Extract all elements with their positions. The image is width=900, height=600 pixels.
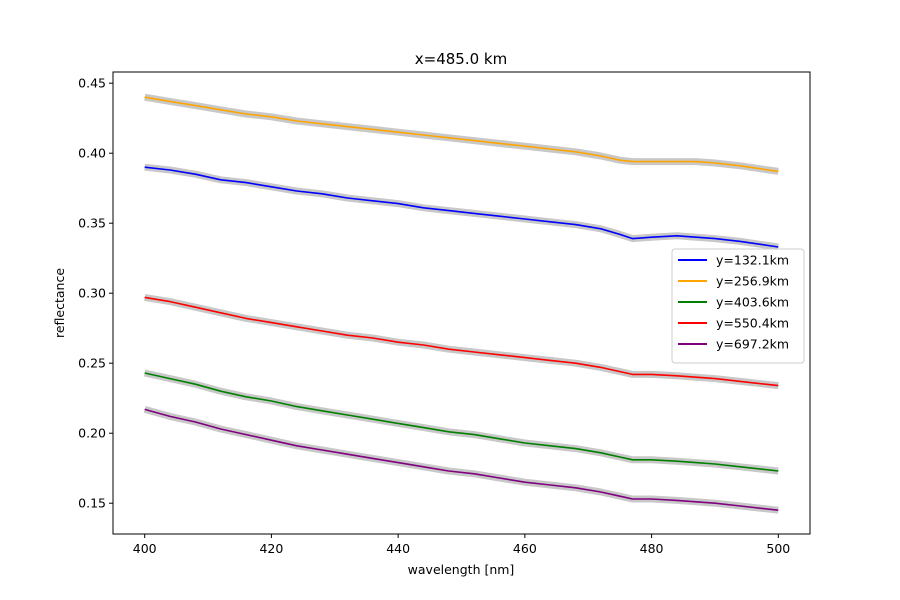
series-line-0 — [144, 166, 779, 248]
series-line-1 — [144, 96, 779, 173]
legend-label-2: y=403.6km — [716, 295, 789, 310]
x-tick-label: 440 — [386, 541, 410, 556]
x-tick-label: 400 — [133, 541, 157, 556]
y-axis-label: reflectance — [52, 268, 67, 338]
y-tick-label: 0.20 — [78, 426, 106, 441]
y-tick-label: 0.40 — [78, 146, 106, 161]
chart-title: x=485.0 km — [415, 50, 507, 68]
x-axis-ticks: 400 420 440 460 480 500 — [133, 534, 790, 556]
series-lines — [144, 96, 779, 511]
legend-label-4: y=697.2km — [716, 337, 789, 352]
series-line-2 — [144, 372, 779, 472]
legend: y=132.1km y=256.9km y=403.6km y=550.4km y=69… — [671, 248, 805, 364]
y-tick-label: 0.15 — [78, 496, 106, 511]
x-tick-label: 480 — [640, 541, 664, 556]
legend-label-3: y=550.4km — [716, 316, 789, 331]
legend-label-1: y=256.9km — [716, 274, 789, 289]
legend-box — [671, 248, 805, 364]
x-tick-label: 420 — [259, 541, 283, 556]
plot-area-frame — [112, 71, 811, 535]
x-tick-label: 500 — [766, 541, 790, 556]
y-tick-label: 0.30 — [78, 286, 106, 301]
y-tick-label: 0.35 — [78, 216, 106, 231]
y-axis-ticks: 0.15 0.20 0.25 0.30 0.35 0.40 0.45 — [78, 76, 113, 511]
x-tick-label: 460 — [513, 541, 537, 556]
y-tick-label: 0.45 — [78, 76, 106, 91]
legend-label-0: y=132.1km — [716, 253, 789, 268]
x-axis-label: wavelength [nm] — [408, 562, 515, 577]
y-tick-label: 0.25 — [78, 356, 106, 371]
series-line-4 — [144, 408, 779, 511]
series-line-3 — [144, 296, 779, 387]
